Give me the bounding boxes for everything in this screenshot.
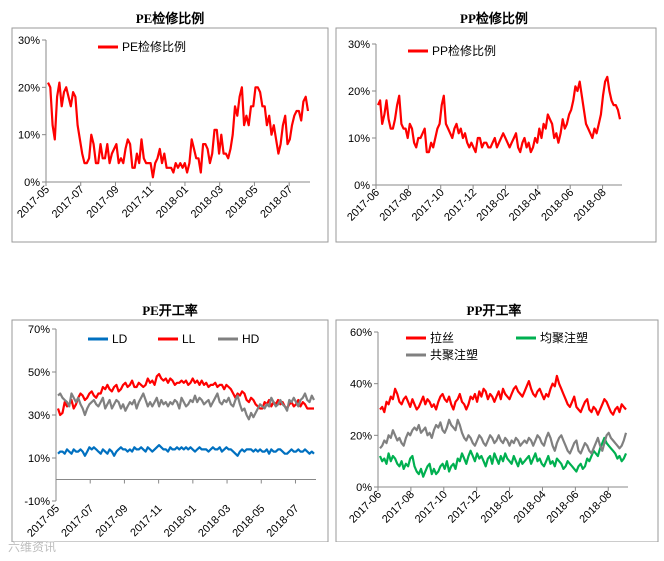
series-line [47, 81, 310, 179]
pp-maint-panel: PP检修比例 0% 10% 20% 30% 2017-06 2017-08 2017-10 2… [332, 0, 664, 246]
pe-maint-chart: 0%10%20%30%2017-052017-072017-092017-112… [11, 27, 329, 243]
legend-label: 均聚注塑 [540, 330, 588, 345]
chart-title: PP检修比例 [460, 11, 528, 26]
legend-label: PE检修比例 [122, 39, 186, 54]
y-tick-label: 10% [348, 133, 370, 145]
chart-frame [11, 319, 329, 542]
y-tick-label: 10% [28, 453, 50, 465]
pe-rate-chart: -10%10%30%50%70%2017-052017-072017-09201… [11, 319, 329, 542]
series-line [376, 75, 622, 154]
series-line [57, 392, 315, 421]
y-tick-label: 70% [28, 324, 50, 336]
series-line [379, 374, 627, 416]
chart-frame [335, 319, 659, 542]
legend-label: PP检修比例 [432, 43, 496, 58]
y-tick-label: 0% [356, 482, 372, 494]
chart-title: PE检修比例 [135, 11, 205, 26]
chart-frame [335, 27, 657, 243]
chart-title: PE开工率 [142, 303, 198, 318]
watermark: 六维资讯 [8, 540, 57, 554]
series-line [378, 436, 628, 478]
pp-maint-chart: 0%10%20%30%2017-062017-082017-102017-122… [335, 27, 657, 243]
pe-rate-panel: PE开工率 -10% 10% 30% 50% 70% 2017-05 2017-07 2017… [0, 292, 332, 542]
legend-label: HD [242, 332, 260, 346]
legend-label: LL [182, 332, 196, 346]
legend-label: 拉丝 [430, 330, 454, 345]
y-tick-label: 10% [18, 130, 40, 142]
y-tick-label: 50% [28, 367, 50, 379]
series-line [57, 444, 315, 457]
y-tick-label: 30% [348, 39, 370, 51]
legend-label: 共聚注塑 [430, 347, 478, 362]
y-tick-label: 60% [350, 327, 372, 339]
y-tick-label: 0% [354, 180, 370, 192]
y-tick-label: 30% [28, 410, 50, 422]
pe-maint-panel: PE检修比例 0% 10% 20% 30% 2017-05 2017-07 2017-09 2… [0, 0, 332, 246]
chart-title: PP开工率 [466, 303, 522, 318]
legend-label: LD [112, 332, 128, 346]
y-tick-label: 30% [18, 35, 40, 47]
pp-rate-panel: PP开工率 0% 20% 40% 60% 2017-06 2017-08 2017-10 20… [332, 292, 664, 542]
series-line [379, 418, 628, 455]
y-tick-label: 20% [18, 82, 40, 94]
pp-rate-chart: 0%20%40%60%2017-062017-082017-102017-122… [335, 319, 659, 542]
series-line [56, 372, 314, 417]
y-tick-label: -10% [24, 496, 50, 508]
y-tick-label: 0% [24, 177, 40, 189]
y-tick-label: 20% [348, 86, 370, 98]
y-tick-label: 20% [350, 430, 372, 442]
y-tick-label: 40% [350, 379, 372, 391]
